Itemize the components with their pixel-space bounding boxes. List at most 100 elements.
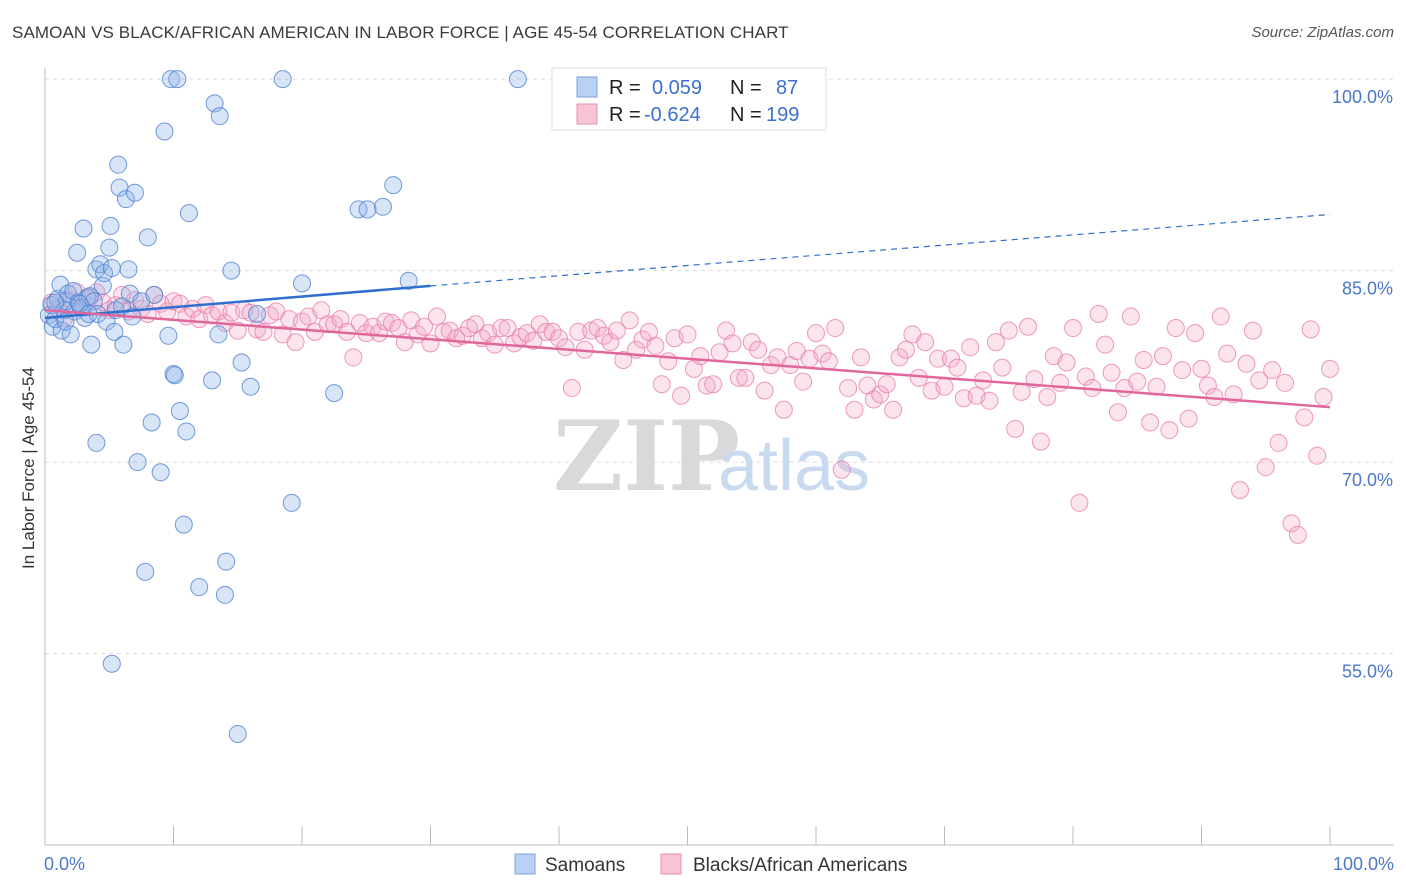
point-blacks-88	[607, 321, 626, 340]
point-samoans-24	[91, 255, 110, 274]
point-samoans-55	[170, 402, 189, 421]
point-samoans-62	[209, 325, 228, 344]
legend-n-label-1: N =	[730, 77, 762, 99]
point-blacks-159	[1064, 319, 1082, 338]
point-blacks-193	[1282, 514, 1301, 533]
point-samoans-48	[151, 463, 170, 482]
point-samoans-68	[232, 353, 251, 372]
point-blacks-85	[588, 319, 607, 338]
point-samoans-59	[190, 578, 209, 597]
y-tick-labels: 100.0% 85.0% 70.0% 55.0%	[1332, 87, 1393, 681]
point-blacks-192	[1276, 373, 1295, 392]
point-blacks-101	[691, 347, 710, 366]
point-blacks-166	[1108, 403, 1127, 422]
point-blacks-133	[896, 340, 915, 359]
point-blacks-108	[736, 368, 755, 387]
point-samoans-20	[82, 335, 101, 354]
point-blacks-75	[524, 331, 543, 350]
point-samoans-71	[273, 70, 292, 89]
point-blacks-119	[807, 324, 825, 343]
watermark-zip: ZIP	[553, 400, 740, 513]
trend-line-blacks	[44, 308, 1331, 409]
point-blacks-124	[839, 379, 858, 398]
point-blacks-111	[755, 381, 774, 400]
point-blacks-94	[646, 336, 665, 355]
bottom-legend-blacks: Blacks/African Americans	[693, 855, 907, 876]
point-blacks-140	[941, 349, 960, 368]
point-blacks-150	[1006, 419, 1025, 438]
x-tick-label-max: 100.0%	[1333, 854, 1394, 874]
point-samoans-41	[125, 183, 144, 202]
point-samoans-38	[119, 260, 138, 279]
point-blacks-163	[1089, 305, 1108, 324]
bottom-legend-swatch-blacks	[660, 853, 682, 875]
point-blacks-160	[1070, 493, 1089, 512]
point-samoans-72	[282, 493, 301, 512]
legend-box	[551, 67, 827, 131]
point-blacks-169	[1128, 372, 1147, 391]
point-blacks-60	[427, 307, 446, 326]
point-blacks-171	[1141, 413, 1160, 432]
point-blacks-148	[993, 358, 1012, 377]
point-samoans-28	[100, 238, 119, 257]
point-blacks-132	[890, 348, 909, 367]
chart-title: SAMOAN VS BLACK/AFRICAN AMERICAN IN LABO…	[12, 23, 789, 42]
point-samoans-36	[114, 335, 133, 354]
point-blacks-72	[505, 334, 524, 353]
point-blacks-146	[980, 391, 999, 410]
y-tick-label-0: 100.0%	[1332, 87, 1393, 107]
point-blacks-170	[1134, 350, 1153, 369]
trend-line-samoans	[44, 284, 431, 320]
point-blacks-120	[813, 344, 832, 363]
point-samoans-30	[102, 259, 121, 278]
point-samoans-69	[241, 377, 260, 396]
point-samoans-14	[69, 293, 88, 312]
point-blacks-79	[550, 329, 568, 348]
point-samoans-74	[325, 384, 344, 403]
point-samoans-33	[109, 155, 128, 174]
legend-swatch-blacks	[576, 103, 598, 125]
point-blacks-38	[286, 333, 305, 352]
point-blacks-177	[1179, 409, 1198, 428]
point-blacks-149	[999, 321, 1018, 340]
point-blacks-180	[1198, 376, 1217, 395]
point-samoans-44	[136, 562, 155, 581]
point-blacks-174	[1160, 421, 1179, 440]
chart-source: Source: ZipAtlas.com	[1251, 24, 1394, 41]
trend-lines	[44, 213, 1331, 409]
point-samoans-66	[222, 261, 241, 280]
point-samoans-79	[399, 271, 418, 290]
point-blacks-143	[961, 338, 980, 357]
point-blacks-168	[1121, 307, 1140, 326]
point-blacks-155	[1038, 387, 1057, 406]
point-blacks-81	[562, 379, 581, 398]
point-samoans-60	[203, 371, 222, 390]
legend-n-label-2: N =	[730, 104, 762, 126]
point-blacks-161	[1076, 367, 1095, 386]
point-samoans-6	[52, 321, 71, 340]
point-samoans-70	[248, 305, 267, 324]
point-samoans-77	[373, 197, 392, 216]
point-blacks-154	[1031, 432, 1050, 451]
point-blacks-64	[453, 326, 472, 345]
point-blacks-102	[697, 376, 716, 395]
point-samoans-64	[215, 585, 234, 604]
point-samoans-58	[179, 204, 198, 223]
legend-n-value-2: 199	[766, 104, 799, 126]
point-blacks-186	[1237, 354, 1256, 373]
point-blacks-147	[986, 333, 1005, 352]
y-tick-label-1: 85.0%	[1342, 279, 1393, 299]
point-blacks-198	[1314, 387, 1333, 406]
point-samoans-63	[210, 107, 229, 126]
point-blacks-122	[826, 319, 845, 338]
point-blacks-126	[851, 348, 870, 367]
series-samoans	[39, 70, 527, 743]
bottom-legend-swatch-samoans	[514, 853, 536, 875]
point-blacks-131	[884, 400, 903, 419]
trend-line-samoans-extension	[430, 213, 1331, 287]
point-blacks-157	[1051, 373, 1070, 392]
point-samoans-78	[384, 176, 403, 195]
point-blacks-188	[1250, 371, 1269, 390]
point-blacks-51	[370, 324, 389, 343]
